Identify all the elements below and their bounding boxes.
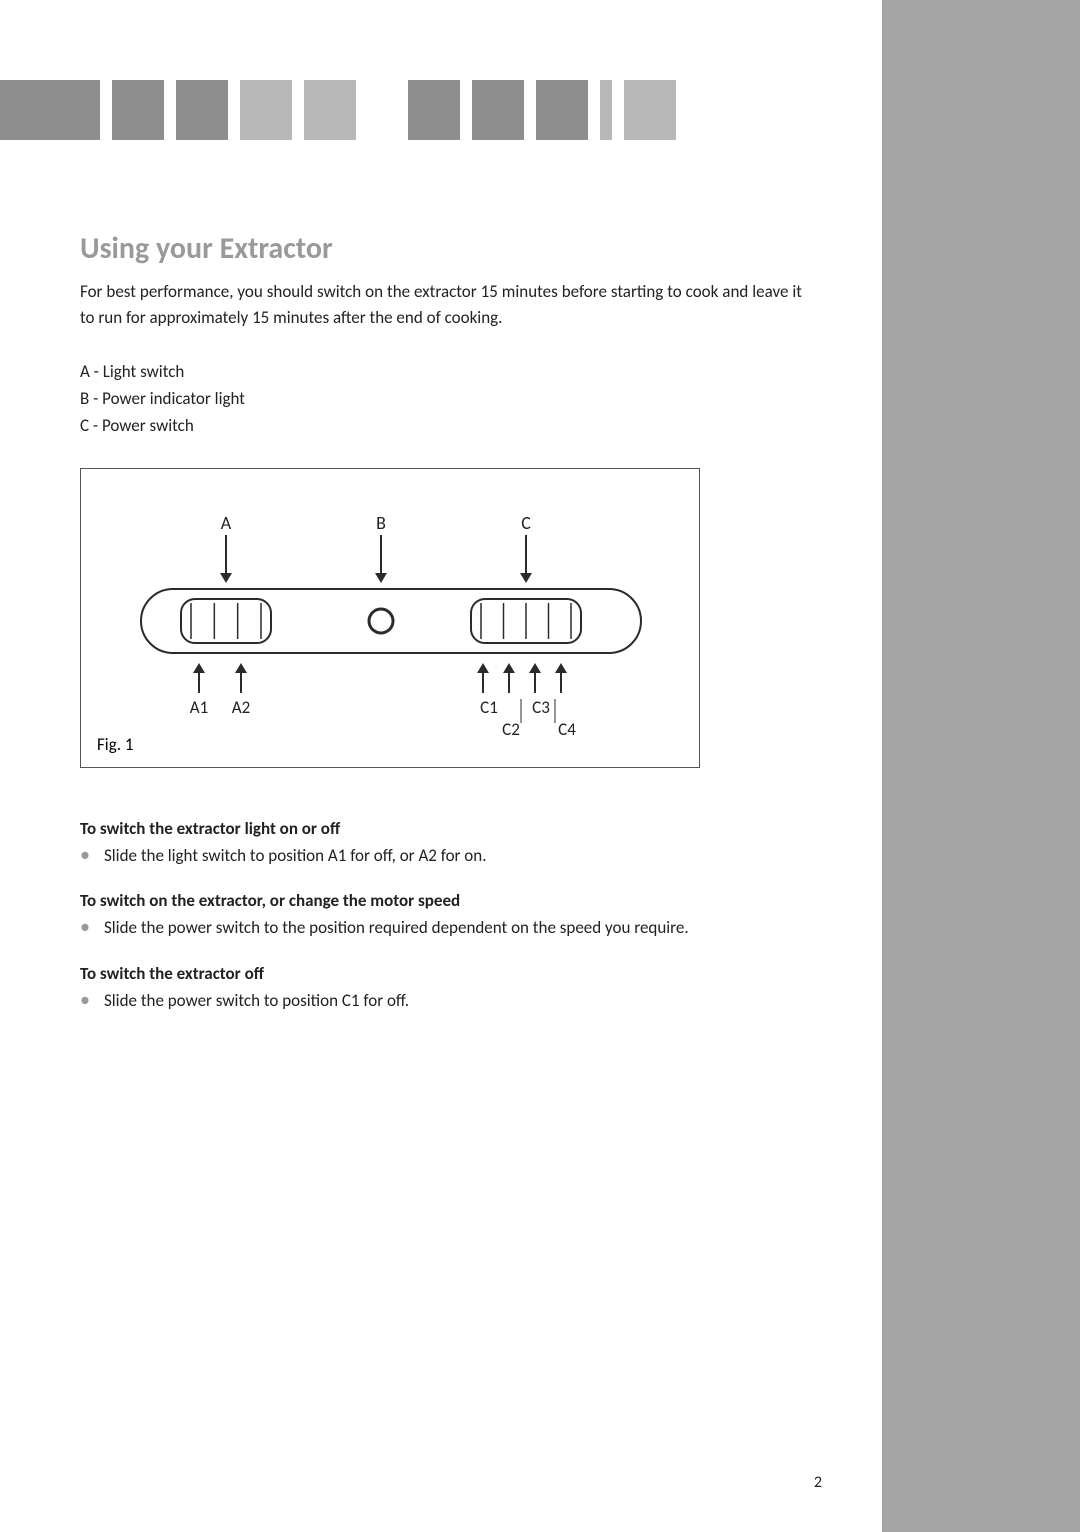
page: Using your Extractor For best performanc… — [0, 0, 882, 1532]
header-bar — [600, 80, 612, 140]
svg-text:B: B — [376, 512, 386, 534]
page-number: 2 — [814, 1473, 822, 1492]
header-bar — [472, 80, 524, 140]
instruction-text: Slide the light switch to position A1 fo… — [104, 843, 487, 869]
header-bar — [164, 80, 176, 140]
header-bar — [176, 80, 228, 140]
header-bar — [408, 80, 460, 140]
instruction-title: To switch the extractor light on or off — [80, 818, 802, 839]
header-bar — [0, 80, 100, 140]
header-bar — [536, 80, 588, 140]
svg-text:C3: C3 — [532, 697, 550, 718]
instruction-text: Slide the power switch to position C1 fo… — [104, 988, 409, 1014]
instructions: To switch the extractor light on or off •… — [80, 818, 802, 1014]
header-bar — [228, 80, 240, 140]
header-bar — [460, 80, 472, 140]
instruction-text: Slide the power switch to the position r… — [104, 915, 689, 941]
instruction-bullet: • Slide the power switch to the position … — [80, 915, 802, 941]
svg-text:A: A — [221, 512, 232, 534]
header-bar — [240, 80, 292, 140]
switch-legend: A - Light switch B - Power indicator lig… — [80, 358, 802, 440]
bullet-icon: • — [80, 843, 90, 867]
intro-paragraph: For best performance, you should switch … — [80, 279, 802, 330]
svg-text:C2: C2 — [502, 719, 520, 740]
tab-marker — [1050, 80, 1080, 140]
header-bar — [304, 80, 356, 140]
control-panel-diagram: A B C A1 A2 C1 C3 C2 C4 — [81, 469, 699, 767]
figure-1: A B C A1 A2 C1 C3 C2 C4 Fig. 1 — [80, 468, 700, 768]
instruction-section: To switch on the extractor, or change th… — [80, 890, 802, 941]
header-bar — [356, 80, 408, 140]
instruction-bullet: • Slide the power switch to position C1 f… — [80, 988, 802, 1014]
header-bar — [100, 80, 112, 140]
content-area: Using your Extractor For best performanc… — [80, 230, 802, 1013]
legend-item-c: C - Power switch — [80, 412, 802, 439]
svg-text:C: C — [521, 512, 531, 534]
header-bar — [588, 80, 600, 140]
instruction-bullet: • Slide the light switch to position A1 f… — [80, 843, 802, 869]
svg-text:A1: A1 — [190, 697, 208, 718]
header-bar — [524, 80, 536, 140]
bullet-icon: • — [80, 915, 90, 939]
legend-item-a: A - Light switch — [80, 358, 802, 385]
header-decorative-bars — [0, 80, 676, 140]
instruction-title: To switch the extractor off — [80, 963, 802, 984]
instruction-title: To switch on the extractor, or change th… — [80, 890, 802, 911]
header-bar — [624, 80, 676, 140]
header-bar — [112, 80, 164, 140]
svg-text:C4: C4 — [558, 719, 576, 740]
svg-text:C1: C1 — [480, 697, 498, 718]
page-title: Using your Extractor — [80, 230, 802, 267]
header-bar — [292, 80, 304, 140]
legend-item-b: B - Power indicator light — [80, 385, 802, 412]
bullet-icon: • — [80, 988, 90, 1012]
svg-text:A2: A2 — [232, 697, 250, 718]
header-bar — [612, 80, 624, 140]
figure-label: Fig. 1 — [97, 734, 133, 755]
instruction-section: To switch the extractor light on or off •… — [80, 818, 802, 869]
instruction-section: To switch the extractor off • Slide the po… — [80, 963, 802, 1014]
